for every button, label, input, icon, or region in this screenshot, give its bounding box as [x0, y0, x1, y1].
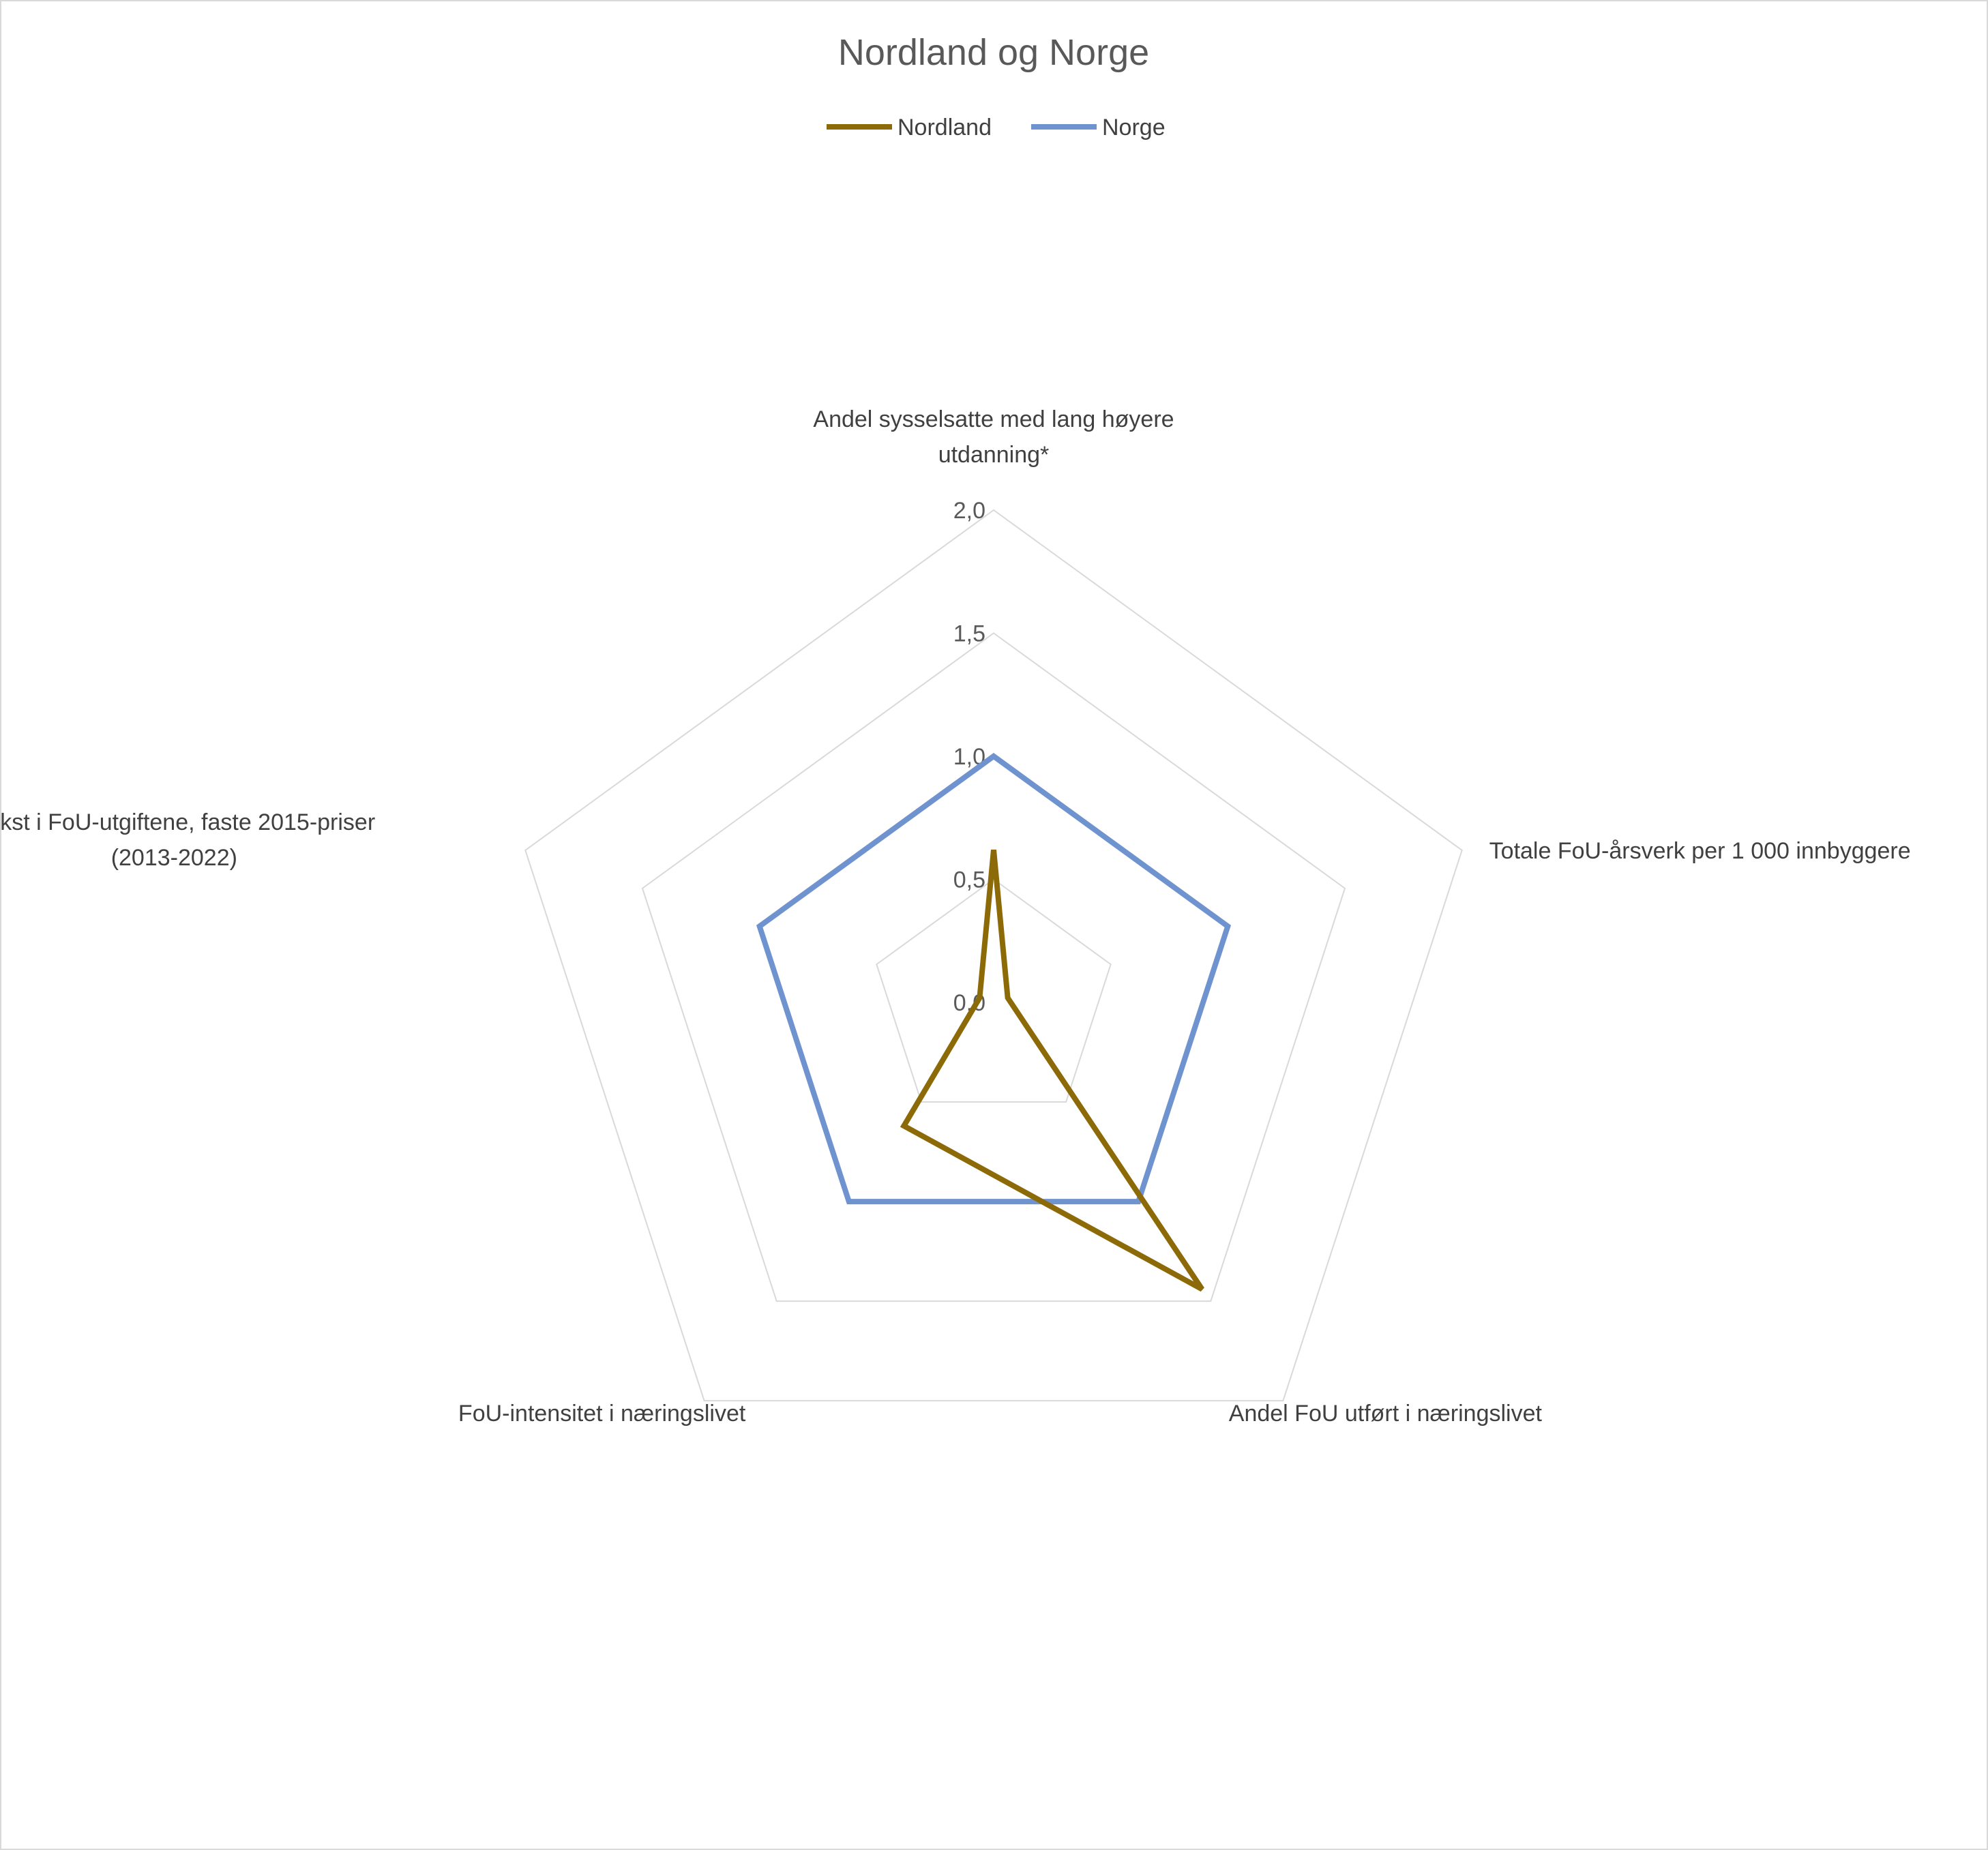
chart-title: Nordland og Norge: [838, 32, 1149, 73]
legend-item-nordland: Nordland: [827, 115, 992, 140]
series-norge: [756, 753, 1232, 1205]
tick-label: 2,0: [953, 498, 985, 524]
tick-labels: 0,00,51,01,52,0: [953, 498, 985, 1016]
axis-label-2: Totale FoU-årsverk per 1 000 innbyggere: [1489, 838, 1911, 864]
legend-label: Nordland: [897, 115, 992, 140]
axis-label-4: FoU-intensitet i næringslivet: [458, 1401, 746, 1427]
axis-label-3: Andel FoU utført i næringslivet: [1229, 1401, 1543, 1427]
axis-label-5: Vekst i FoU-utgiftene, faste 2015-priser…: [0, 809, 375, 871]
grid: [524, 509, 1463, 1402]
grid-ring-4: [524, 509, 1463, 1402]
series-nordland: [900, 849, 1204, 1292]
tick-label: 1,5: [953, 621, 985, 647]
tick-label: 0,5: [953, 867, 985, 893]
grid-ring-1: [876, 878, 1112, 1103]
series-lines: [756, 753, 1232, 1292]
axis-labels: Andel sysselsatte med lang høyere utdanni…: [0, 406, 1911, 1427]
legend-item-norge: Norge: [1031, 115, 1166, 140]
grid-ring-3: [641, 632, 1346, 1302]
legend-label: Norge: [1102, 115, 1166, 140]
axis-label-1: Andel sysselsatte med lang høyere utdanni…: [813, 406, 1174, 468]
legend: Nordland Norge: [827, 115, 1166, 140]
